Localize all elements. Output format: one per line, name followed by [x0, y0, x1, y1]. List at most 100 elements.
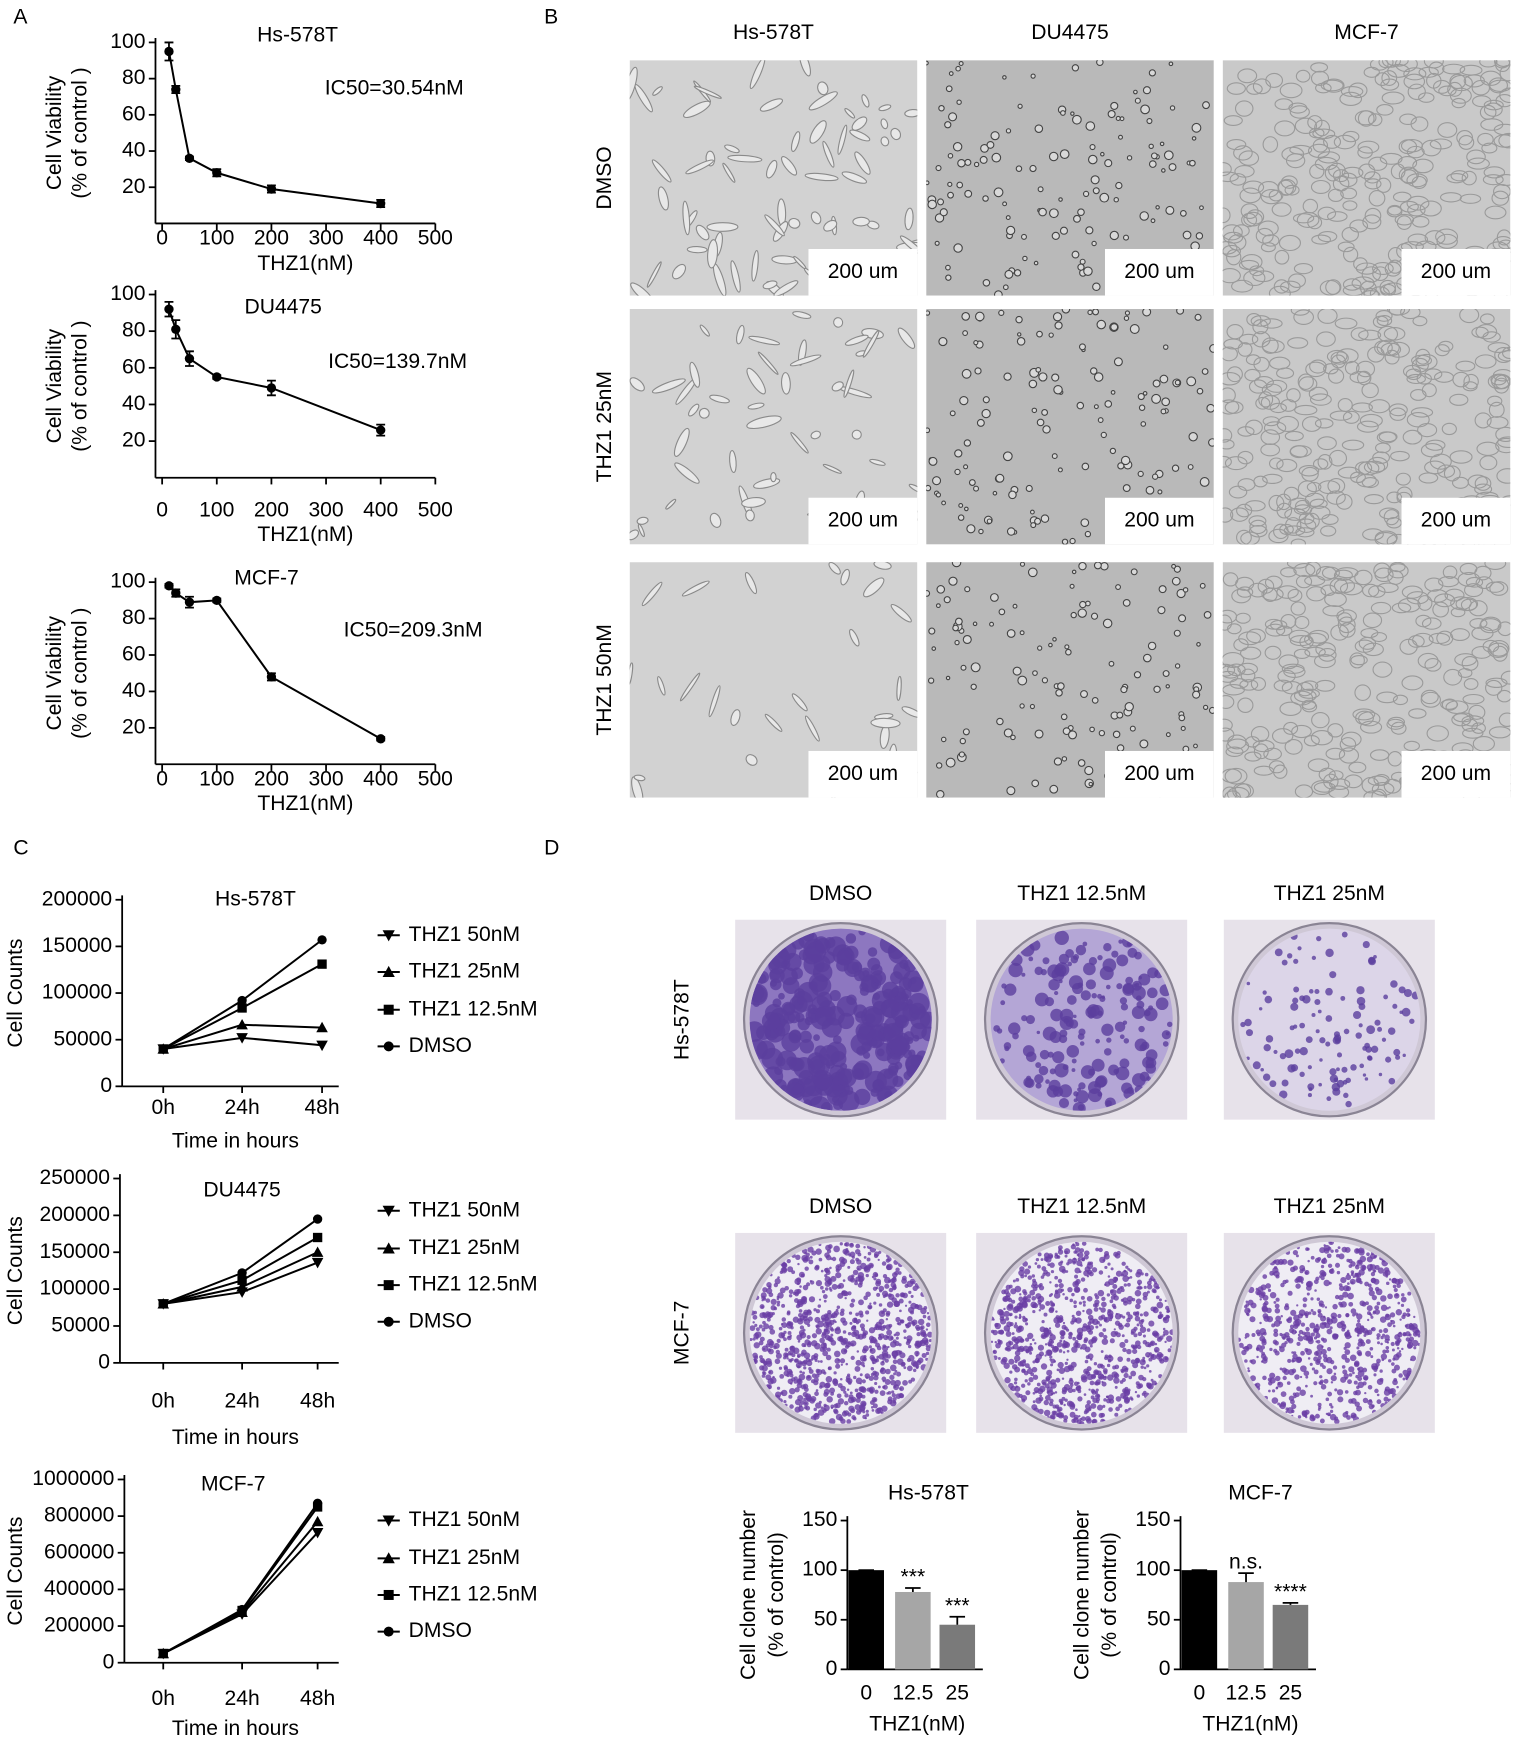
y-tick-label: 200000	[42, 887, 112, 910]
x-axis-label: THZ1(nM)	[869, 1712, 965, 1735]
x-tick-label: 0	[156, 227, 168, 250]
marker	[236, 1033, 248, 1044]
y-tick-label: 60	[122, 355, 145, 378]
legend-marker	[383, 1004, 394, 1015]
micrograph	[1222, 308, 1511, 545]
scale-bar-label: 200 um	[1421, 509, 1491, 532]
error-bar	[905, 1587, 921, 1592]
x-axis-label: THZ1(nM)	[257, 792, 353, 815]
scale-bar-label: 200 um	[1124, 509, 1194, 532]
plate-photo	[1223, 919, 1435, 1120]
plate-photo	[735, 919, 947, 1120]
x-tick-label: 48h	[300, 1389, 335, 1412]
legend-marker	[382, 1515, 395, 1527]
y-axis-label: Cell Counts	[4, 939, 27, 1048]
annotation: IC50=30.54nM	[325, 77, 464, 100]
marker	[311, 1257, 324, 1269]
y-tick-label: 150	[1135, 1508, 1170, 1531]
x-tick-label: 200	[254, 767, 289, 790]
series-line	[162, 939, 323, 1050]
bar	[895, 1591, 931, 1670]
row-label: MCF-7	[671, 1301, 694, 1365]
marker	[266, 184, 277, 194]
chart-title: DU4475	[244, 295, 321, 318]
bar	[848, 1570, 884, 1670]
series-line	[167, 51, 381, 205]
legend-marker	[382, 965, 395, 977]
x-tick-label: 200	[254, 499, 289, 522]
x-tick-label: 500	[418, 227, 453, 250]
scale-bar-label: 200 um	[828, 509, 898, 532]
chart-title: MCF-7	[201, 1473, 265, 1496]
y-tick-label: 60	[122, 102, 145, 125]
x-tick-label: 300	[308, 767, 343, 790]
y-tick-label: 20	[122, 715, 145, 738]
scale-bar-label: 200 um	[1421, 260, 1491, 283]
micrograph	[926, 308, 1214, 545]
plate-photo	[976, 1232, 1188, 1433]
x-tick-label: 24h	[224, 1687, 259, 1710]
x-axis-label: THZ1(nM)	[1202, 1712, 1298, 1735]
x-tick-label: 0h	[152, 1687, 175, 1710]
marker	[311, 1246, 324, 1257]
x-axis-label: Time in hours	[172, 1717, 299, 1740]
y-tick-label: 80	[122, 66, 145, 89]
y-axis-label: (% of control)	[765, 1532, 788, 1657]
chart-title: Hs-578T	[888, 1481, 969, 1504]
y-tick-label: 0	[1159, 1657, 1171, 1680]
column-header: THZ1 25nM	[1274, 882, 1385, 905]
marker	[171, 84, 181, 95]
column-header: DU4475	[1031, 21, 1108, 44]
x-tick-label: 0	[1194, 1681, 1206, 1704]
legend-marker	[382, 1242, 395, 1254]
legend-marker	[382, 1205, 395, 1217]
y-tick-label: 400000	[44, 1577, 114, 1600]
x-tick-label: 100	[199, 767, 234, 790]
error-bar	[949, 1615, 966, 1625]
x-tick-label: 0h	[152, 1389, 175, 1412]
marker	[316, 1021, 328, 1033]
y-axis-label: Cell Counts	[4, 1517, 27, 1626]
legend-label: DMSO	[409, 1034, 472, 1057]
x-tick-label: 200	[254, 227, 289, 250]
x-tick-label: 300	[308, 499, 343, 522]
x-tick-label: 24h	[224, 1389, 259, 1412]
x-tick-label: 48h	[300, 1687, 335, 1710]
micrograph	[1222, 562, 1511, 798]
chart-title: DU4475	[203, 1178, 280, 1201]
legend-marker	[383, 1589, 394, 1600]
y-tick-label: 50000	[53, 1027, 112, 1050]
x-tick-label: 25	[946, 1681, 969, 1704]
y-axis-label: Cell Viability	[43, 328, 66, 443]
error-bar	[1238, 1572, 1254, 1583]
micrograph	[1222, 60, 1511, 296]
x-tick-label: 500	[418, 767, 453, 790]
marker	[158, 1044, 168, 1054]
column-header: MCF-7	[1334, 21, 1398, 44]
marker	[311, 1527, 324, 1539]
scale-bar-label: 200 um	[1421, 762, 1491, 785]
x-tick-label: 0h	[152, 1096, 175, 1119]
marker	[376, 198, 386, 209]
y-axis-label: Cell Counts	[4, 1216, 27, 1325]
significance-label: ***	[945, 1594, 970, 1617]
panel-label: A	[13, 6, 28, 29]
x-tick-label: 25	[1279, 1681, 1302, 1704]
marker	[266, 672, 277, 682]
y-tick-label: 100	[802, 1558, 837, 1581]
y-tick-label: 800000	[44, 1504, 114, 1527]
legend-label: THZ1 25nM	[409, 960, 520, 983]
legend-label: THZ1 50nM	[409, 1198, 520, 1221]
y-axis-label: (% of control)	[1098, 1532, 1121, 1657]
y-tick-label: 150000	[40, 1240, 110, 1263]
legend-label: THZ1 12.5nM	[409, 997, 538, 1020]
error-bar	[1282, 1602, 1299, 1605]
y-tick-label: 0	[103, 1650, 115, 1673]
marker	[237, 995, 247, 1006]
marker	[158, 1648, 168, 1659]
marker	[212, 168, 222, 178]
y-tick-label: 0	[98, 1350, 110, 1373]
chart-title: MCF-7	[1228, 1481, 1292, 1504]
scale-bar-label: 200 um	[1124, 762, 1194, 785]
